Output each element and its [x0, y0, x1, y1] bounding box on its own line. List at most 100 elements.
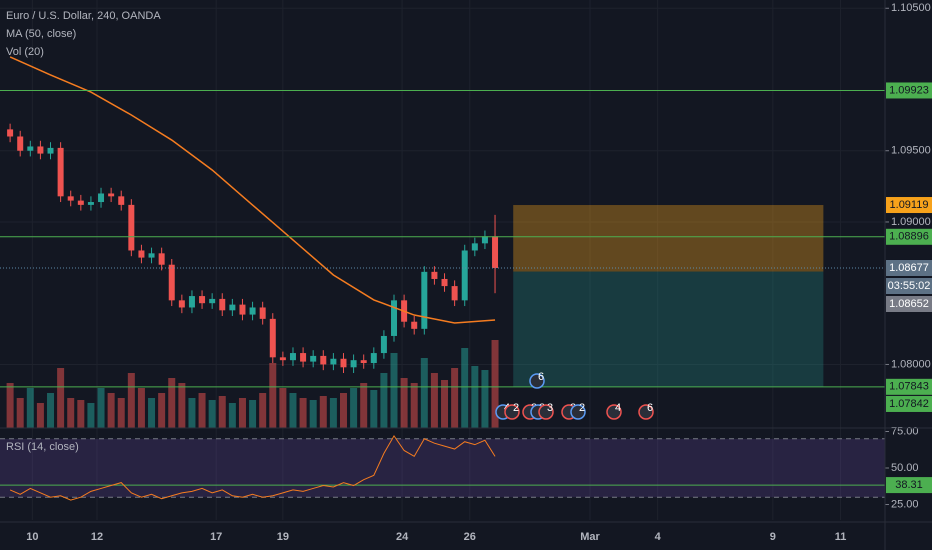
volume-bar: [481, 370, 489, 428]
candle-body: [310, 355, 317, 362]
candle-body: [7, 129, 14, 137]
target-label-box: [886, 395, 932, 412]
rsi-tick-label: 25.00: [891, 498, 919, 510]
candle-body: [108, 193, 115, 197]
x-tick-label: 11: [835, 531, 847, 543]
volume-bar: [228, 403, 236, 428]
volume-bar: [279, 388, 287, 428]
volume-bar: [117, 398, 125, 428]
countdown: 03:55:02: [888, 280, 931, 292]
candle-body: [219, 298, 226, 311]
ma-line: [9, 56, 496, 324]
candle-body: [269, 318, 276, 358]
entry-label: 1.08652: [889, 298, 929, 310]
candle-body: [57, 147, 64, 197]
y-tick-label: 1.10500: [891, 2, 931, 14]
candle-body: [421, 271, 428, 329]
candle-body: [279, 357, 286, 361]
volume-bar: [410, 383, 418, 428]
volume-bar: [47, 393, 55, 428]
volume-bar: [400, 378, 408, 428]
volume-bar: [269, 363, 277, 428]
candle-body: [481, 236, 488, 244]
level-label: 1.09923: [889, 84, 929, 96]
entry-label-box: [886, 295, 932, 312]
volume-bar: [67, 398, 75, 428]
candle-body: [380, 335, 387, 354]
candle-body: [471, 243, 478, 251]
volume-bar: [289, 393, 297, 428]
candle-body: [239, 304, 246, 315]
volume-bar: [360, 383, 368, 428]
rsi-tick-label: 75.00: [891, 425, 919, 437]
volume-bar: [461, 348, 469, 428]
event-icon: [638, 404, 654, 420]
volume-bar: [430, 373, 438, 428]
last-price-label: 1.08677: [889, 262, 929, 274]
event-count: 2: [513, 402, 519, 414]
rsi-band: [0, 438, 885, 498]
volume-bar: [158, 393, 166, 428]
volume-bar: [218, 396, 226, 428]
volume-bar: [127, 373, 135, 428]
x-tick-label: 12: [91, 531, 103, 543]
candle-body: [289, 353, 296, 361]
event-count: 4: [615, 402, 621, 414]
level-label-box: [886, 228, 932, 245]
x-tick-label: 4: [655, 531, 662, 543]
event-count: 3: [547, 402, 553, 414]
event-count: 2: [579, 402, 585, 414]
ma-label: MA (50, close): [6, 28, 76, 40]
event-icon: [538, 404, 554, 420]
stop-label: 1.09119: [890, 199, 929, 211]
candle-body: [128, 204, 135, 251]
volume-bar: [451, 368, 459, 428]
x-tick-label: 19: [277, 531, 289, 543]
candle-body: [148, 253, 155, 258]
vol-label: Vol (20): [6, 46, 44, 58]
rsi-level-label: 38.31: [895, 479, 923, 491]
volume-bar: [259, 393, 267, 428]
stop-zone: [513, 205, 824, 272]
volume-bar: [178, 383, 186, 428]
candle-body: [47, 147, 54, 154]
level-label-box: [886, 378, 932, 395]
x-tick-label: 10: [26, 531, 38, 543]
level-label: 1.08896: [889, 231, 929, 243]
volume-bar: [299, 398, 307, 428]
candle-body: [87, 202, 94, 205]
candle-body: [451, 286, 458, 301]
chart-title: Euro / U.S. Dollar, 240, OANDA: [6, 10, 161, 22]
candle-body: [330, 358, 337, 365]
volume-bar: [441, 380, 449, 428]
candle-body: [229, 304, 236, 311]
volume-bar: [97, 388, 105, 428]
volume-bar: [87, 403, 95, 428]
candle-body: [188, 296, 195, 308]
volume-bar: [339, 393, 347, 428]
candle-body: [17, 136, 24, 151]
rsi-label: RSI (14, close): [6, 441, 79, 453]
volume-bar: [188, 398, 196, 428]
candle-body: [77, 200, 84, 205]
volume-bar: [198, 393, 206, 428]
volume-bar: [137, 388, 145, 428]
event-icon: [570, 404, 586, 420]
event-icon: [504, 404, 520, 420]
candle-body: [158, 253, 165, 265]
volume-bar: [329, 398, 337, 428]
target-label: 1.07842: [889, 398, 929, 410]
candle-body: [98, 193, 105, 203]
volume-bar: [350, 388, 358, 428]
candle-body: [168, 264, 175, 301]
volume-bar: [238, 398, 246, 428]
candle-body: [209, 298, 216, 304]
last-price-label-box: [886, 259, 932, 276]
candle-body: [340, 358, 347, 368]
level-label: 1.07843: [889, 381, 929, 393]
y-tick-label: 1.08000: [891, 358, 931, 370]
candle-body: [67, 196, 74, 201]
x-tick-label: 26: [464, 531, 476, 543]
volume-bar: [491, 340, 499, 428]
candle-body: [37, 146, 44, 154]
